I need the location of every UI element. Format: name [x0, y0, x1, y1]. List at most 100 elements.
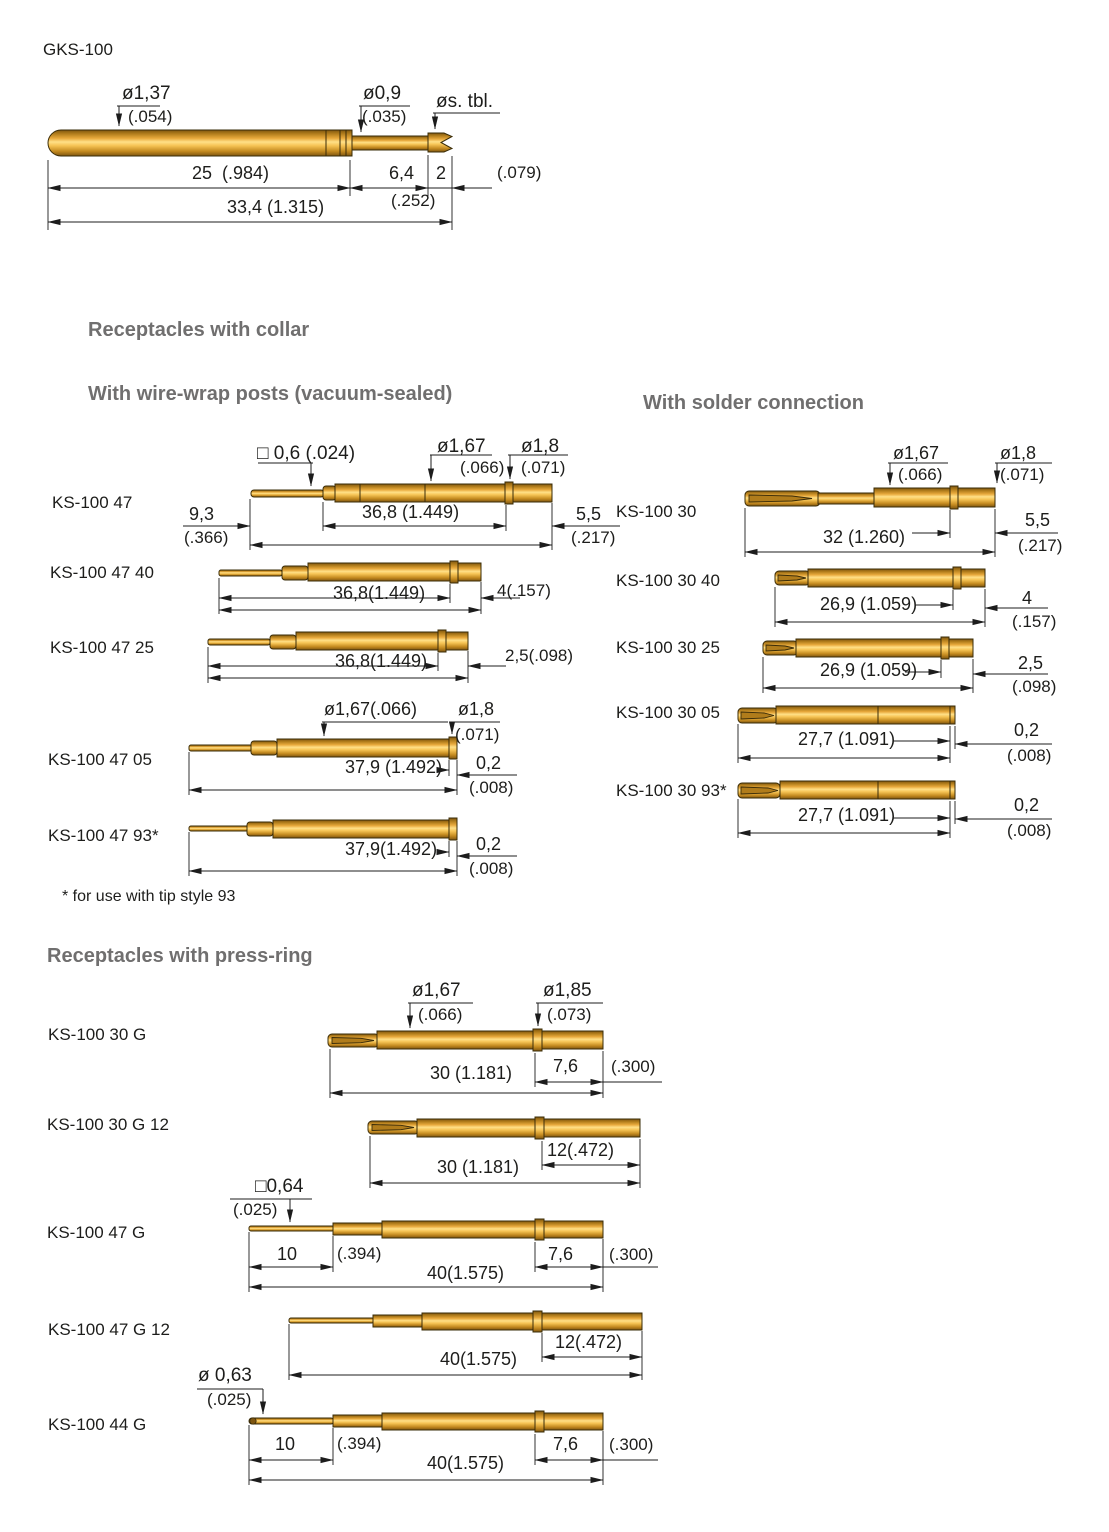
- gks-dia3: øs. tbl.: [436, 91, 494, 112]
- row-label-ks-100-47-g: KS-100 47 G: [47, 1223, 146, 1242]
- row-label-ks-100-47-93: KS-100 47 93*: [48, 826, 159, 845]
- row-label-ks-100-30: KS-100 30: [616, 502, 697, 521]
- ks-100-47-25-probe: [207, 629, 469, 653]
- ks-100-47-dimensions: [183, 454, 620, 550]
- row-label-ks-100-30-g: KS-100 30 G: [48, 1025, 147, 1044]
- dim-length: 37,9 (1.492): [345, 757, 443, 777]
- ks-100-30-g-dimensions: [329, 1002, 662, 1098]
- ks-100-44-g-probe: [248, 1410, 604, 1433]
- dim-right: 4(.157): [497, 581, 551, 600]
- dim-left: 9,3: [189, 504, 215, 524]
- dim-right-inch: (.008): [469, 778, 514, 797]
- row-label-ks-100-47-25: KS-100 47 25: [50, 638, 154, 657]
- dim-right-inch: (.300): [609, 1245, 654, 1264]
- gks-100-dimensions: [47, 105, 500, 230]
- dim-right-inch: (.217): [571, 528, 616, 547]
- gks-dia1: ø1,37: [122, 83, 171, 104]
- dim-left: 10: [277, 1244, 298, 1264]
- dim-right: 0,2: [476, 753, 502, 773]
- section-solder: With solder connection: [643, 392, 864, 414]
- gks-dia2: ø0,9: [363, 83, 402, 104]
- row-label-ks-100-30-g-12: KS-100 30 G 12: [47, 1115, 169, 1134]
- dim-length: 36,8 (1.449): [362, 502, 460, 522]
- dim-left-inch: (.394): [337, 1434, 382, 1453]
- dim-length: 32 (1.260): [823, 527, 906, 547]
- dim-dia1: ø1,67: [437, 436, 486, 457]
- dim-right-inch: (.098): [1012, 677, 1057, 696]
- dim-right: 12(.472): [547, 1140, 615, 1160]
- gks-dia1-inch: (.054): [128, 107, 173, 126]
- dim-dia2-inch: (.071): [1000, 465, 1045, 484]
- dim-right-inch: (.300): [609, 1435, 654, 1454]
- dim-dia1: ø1,67(.066): [324, 699, 418, 719]
- gks-dia2-inch: (.035): [362, 107, 407, 126]
- dim-right: 4: [1022, 588, 1033, 608]
- product-title: GKS-100: [43, 40, 113, 59]
- footnote: * for use with tip style 93: [62, 888, 236, 905]
- dim-length: 36,8(1.449): [335, 651, 428, 671]
- ks-100-47-93-probe: [188, 817, 458, 841]
- dim-right: 0,2: [1014, 720, 1040, 740]
- dim-right: 2,5: [1018, 653, 1044, 673]
- dim-length: 26,9 (1.059): [820, 594, 918, 614]
- dim-dia1-inch: (.066): [460, 458, 505, 477]
- dim-right: 5,5: [576, 504, 602, 524]
- dim-length: 36,8(1.449): [333, 583, 426, 603]
- dim-dia1: ø 0,63: [198, 1365, 252, 1386]
- ks-100-30-93-probe: [737, 780, 956, 800]
- dim-length: 26,9 (1.059): [820, 660, 918, 680]
- ks-100-30-05-probe: [737, 705, 956, 725]
- dim-dia1-inch: (.066): [418, 1005, 463, 1024]
- row-label-ks-100-44-g: KS-100 44 G: [48, 1415, 147, 1434]
- dim-right-inch: (.300): [611, 1057, 656, 1076]
- dim-left: 10: [275, 1434, 296, 1454]
- dim-left-inch: (.394): [337, 1244, 382, 1263]
- dim-square-post: □ 0,6 (.024): [257, 443, 356, 464]
- dim-dia2: ø1,8: [521, 436, 560, 457]
- row-label-ks-100-47: KS-100 47: [52, 493, 133, 512]
- dim-right: 12(.472): [555, 1332, 623, 1352]
- ks-100-30-40-probe: [774, 566, 986, 590]
- gks-len2-inch: (.252): [391, 191, 436, 210]
- dim-length: 30 (1.181): [430, 1063, 513, 1083]
- ks-100-30-25-dimensions: [762, 657, 1048, 693]
- gks-len3: 2: [436, 163, 447, 183]
- dim-dia2: ø1,8: [458, 699, 495, 719]
- dim-right: 0,2: [476, 834, 502, 854]
- row-label-ks-100-30-40: KS-100 30 40: [616, 571, 720, 590]
- dim-length: 30 (1.181): [437, 1157, 520, 1177]
- dim-dia2: ø1,85: [543, 980, 592, 1001]
- dim-right: 7,6: [553, 1434, 579, 1454]
- gks-len2: 6,4: [389, 163, 415, 183]
- ks-100-47-probe: [250, 481, 553, 505]
- dim-length: 27,7 (1.091): [798, 729, 896, 749]
- dim-length: 37,9(1.492): [345, 839, 438, 859]
- section-collar: Receptacles with collar: [88, 319, 310, 341]
- section-wirewrap: With wire-wrap posts (vacuum-sealed): [88, 383, 453, 405]
- section-pressring: Receptacles with press-ring: [47, 945, 313, 967]
- dim-length: 27,7 (1.091): [798, 805, 896, 825]
- ks-100-30-05-dimensions: [737, 724, 1052, 763]
- dim-length: 40(1.575): [427, 1263, 505, 1283]
- dim-square-post-inch: (.025): [233, 1200, 278, 1219]
- dim-right: 7,6: [548, 1244, 574, 1264]
- dim-right-inch: (.008): [1007, 821, 1052, 840]
- ks-100-47-40-probe: [218, 560, 482, 584]
- dim-dia1: ø1,67: [893, 443, 940, 463]
- ks-100-30-g-probe: [327, 1028, 604, 1052]
- ks-100-47-40-dimensions: [218, 578, 520, 614]
- dim-left-inch: (.366): [184, 528, 229, 547]
- ks-100-47-25-dimensions: [207, 647, 506, 683]
- dim-dia2-inch: (.071): [521, 458, 566, 477]
- row-label-ks-100-47-05: KS-100 47 05: [48, 750, 152, 769]
- gks-len1: 25 (.984): [192, 163, 270, 183]
- ks-100-47-05-dimensions: [188, 721, 517, 795]
- ks-100-30-g-12-probe: [367, 1116, 641, 1140]
- dim-length: 40(1.575): [427, 1453, 505, 1473]
- dim-right-inch: (.008): [1007, 746, 1052, 765]
- dim-square-post: □0,64: [255, 1176, 304, 1197]
- ks-100-47-g-probe: [248, 1218, 604, 1241]
- dim-right-inch: (.217): [1018, 536, 1063, 555]
- dim-dia2-inch: (.073): [547, 1005, 592, 1024]
- row-label-ks-100-47-40: KS-100 47 40: [50, 563, 154, 582]
